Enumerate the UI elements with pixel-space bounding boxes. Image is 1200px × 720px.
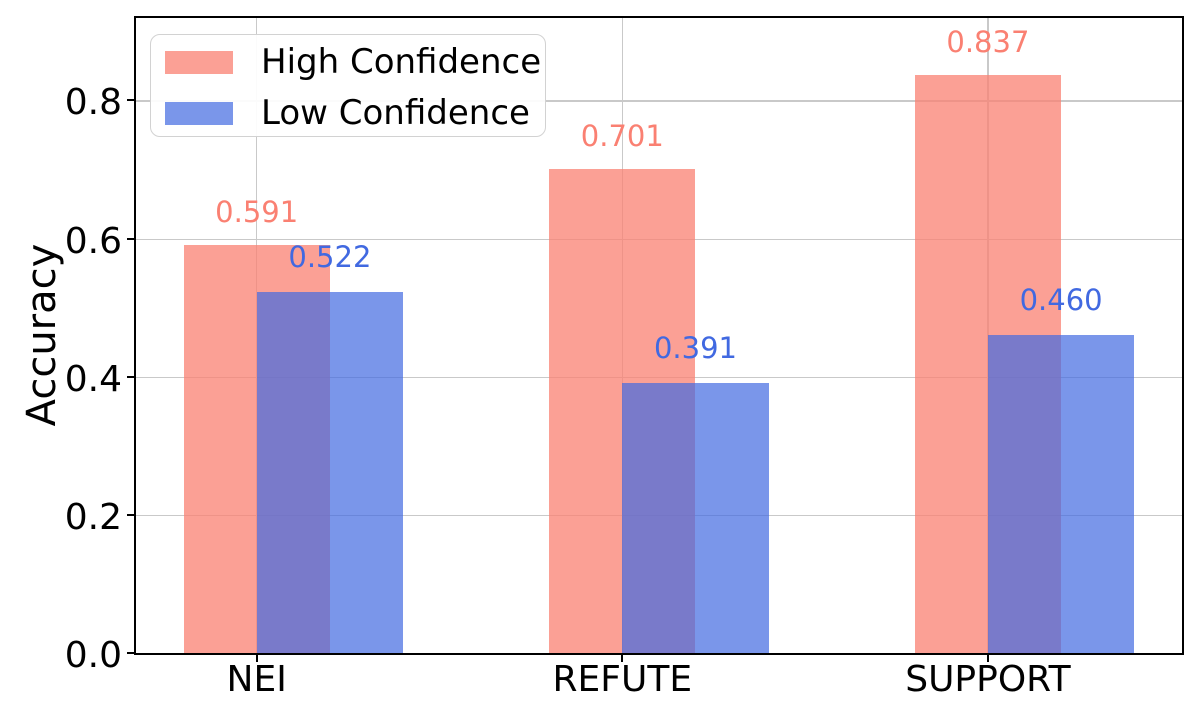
bar-value-label: 0.591 [215, 194, 299, 229]
legend-entry-high-confidence: High Confidence [165, 42, 541, 82]
bar-low-confidence [256, 292, 404, 653]
y-tick-label: 0.4 [64, 358, 122, 400]
x-tick-label-refute: REFUTE [552, 659, 693, 700]
y-tick-mark [127, 652, 136, 654]
plot-area: 0.591 0.522 0.701 0.391 0.837 0.460 [134, 16, 1184, 655]
legend-label-high-confidence: High Confidence [261, 42, 542, 82]
y-tick-mark [127, 237, 136, 240]
legend: High Confidence Low Confidence [150, 34, 546, 137]
y-tick-mark [127, 513, 136, 516]
y-tick-label: 0.2 [64, 496, 122, 538]
low-confidence-swatch [165, 101, 233, 125]
x-tick-mark [255, 653, 258, 662]
bar-value-label: 0.522 [288, 240, 372, 275]
bar-value-label: 0.391 [653, 330, 738, 365]
high-confidence-swatch [165, 50, 233, 74]
bar-low-confidence [987, 335, 1135, 653]
y-tick-mark [127, 375, 136, 378]
y-tick-label: 0.6 [64, 220, 122, 262]
bar-value-label: 0.460 [1019, 283, 1103, 318]
gridline-horizontal [136, 100, 1182, 102]
x-tick-label-nei: NEI [226, 659, 287, 700]
bar-low-confidence [622, 382, 769, 653]
y-tick-mark [127, 99, 136, 102]
x-tick-mark [986, 653, 989, 662]
x-tick-label-support: SUPPORT [905, 659, 1071, 700]
bar-value-label: 0.701 [580, 118, 664, 153]
x-tick-mark [621, 653, 624, 662]
y-tick-label: 0.8 [64, 82, 122, 124]
y-tick-label: 0.0 [64, 635, 122, 676]
legend-label-low-confidence: Low Confidence [261, 93, 530, 133]
bar-value-label: 0.837 [946, 24, 1030, 59]
legend-entry-low-confidence: Low Confidence [165, 93, 530, 133]
